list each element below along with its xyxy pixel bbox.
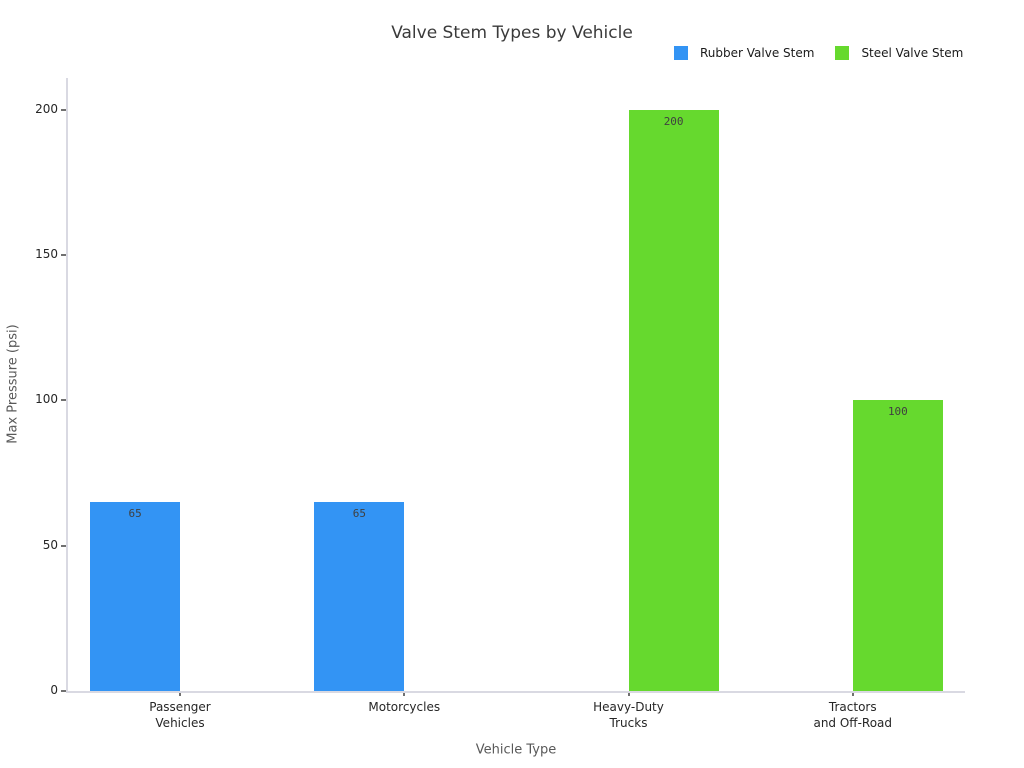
x-axis-title: Vehicle Type [475, 742, 557, 758]
bar-value-label: 100 [887, 405, 908, 419]
y-axis-title: Max Pressure (psi) [5, 324, 21, 444]
bar-value-label: 200 [663, 114, 684, 128]
bar-steel-valve-stem [852, 400, 943, 691]
y-tick-label: 100 [35, 392, 58, 407]
y-tick-label: 150 [35, 247, 58, 262]
x-tick-label: Passenger Vehicles [149, 700, 211, 730]
legend-label-steel: Steel Valve Stem [861, 46, 964, 60]
y-tick-mark [61, 544, 66, 547]
x-tick-label: Tractors and Off-Road [813, 700, 893, 730]
legend-item-steel-valve-stem: Steel Valve Stem [835, 46, 963, 60]
y-axis-spine [66, 78, 68, 693]
x-tick-mark [403, 691, 406, 696]
x-tick-label: Heavy-Duty Trucks [593, 700, 664, 730]
bar-value-label: 65 [352, 507, 366, 521]
chart-title: Valve Stem Types by Vehicle [391, 23, 633, 43]
y-tick-mark [61, 108, 66, 111]
x-axis-spine [66, 691, 965, 693]
bar-value-label: 65 [128, 507, 142, 521]
legend-label-rubber: Rubber Valve Stem [700, 46, 815, 60]
y-tick-label: 0 [50, 683, 58, 697]
y-tick-label: 50 [42, 537, 58, 552]
bar-steel-valve-stem [628, 109, 719, 691]
y-tick-mark [61, 690, 66, 692]
x-tick-mark [179, 691, 182, 696]
legend-swatch-steel-icon [835, 46, 850, 60]
y-tick-mark [61, 254, 66, 257]
legend-item-rubber-valve-stem: Rubber Valve Stem [674, 46, 814, 60]
x-tick-mark [627, 691, 630, 696]
legend-swatch-rubber-icon [674, 46, 688, 60]
y-tick-mark [61, 399, 66, 402]
x-tick-label: Motorcycles [368, 700, 441, 714]
bar-rubber-valve-stem [90, 502, 181, 691]
bar-rubber-valve-stem [314, 502, 405, 691]
x-tick-mark [851, 691, 854, 696]
legend: Rubber Valve Stem Steel Valve Stem [674, 46, 963, 60]
y-tick-label: 200 [35, 101, 58, 116]
